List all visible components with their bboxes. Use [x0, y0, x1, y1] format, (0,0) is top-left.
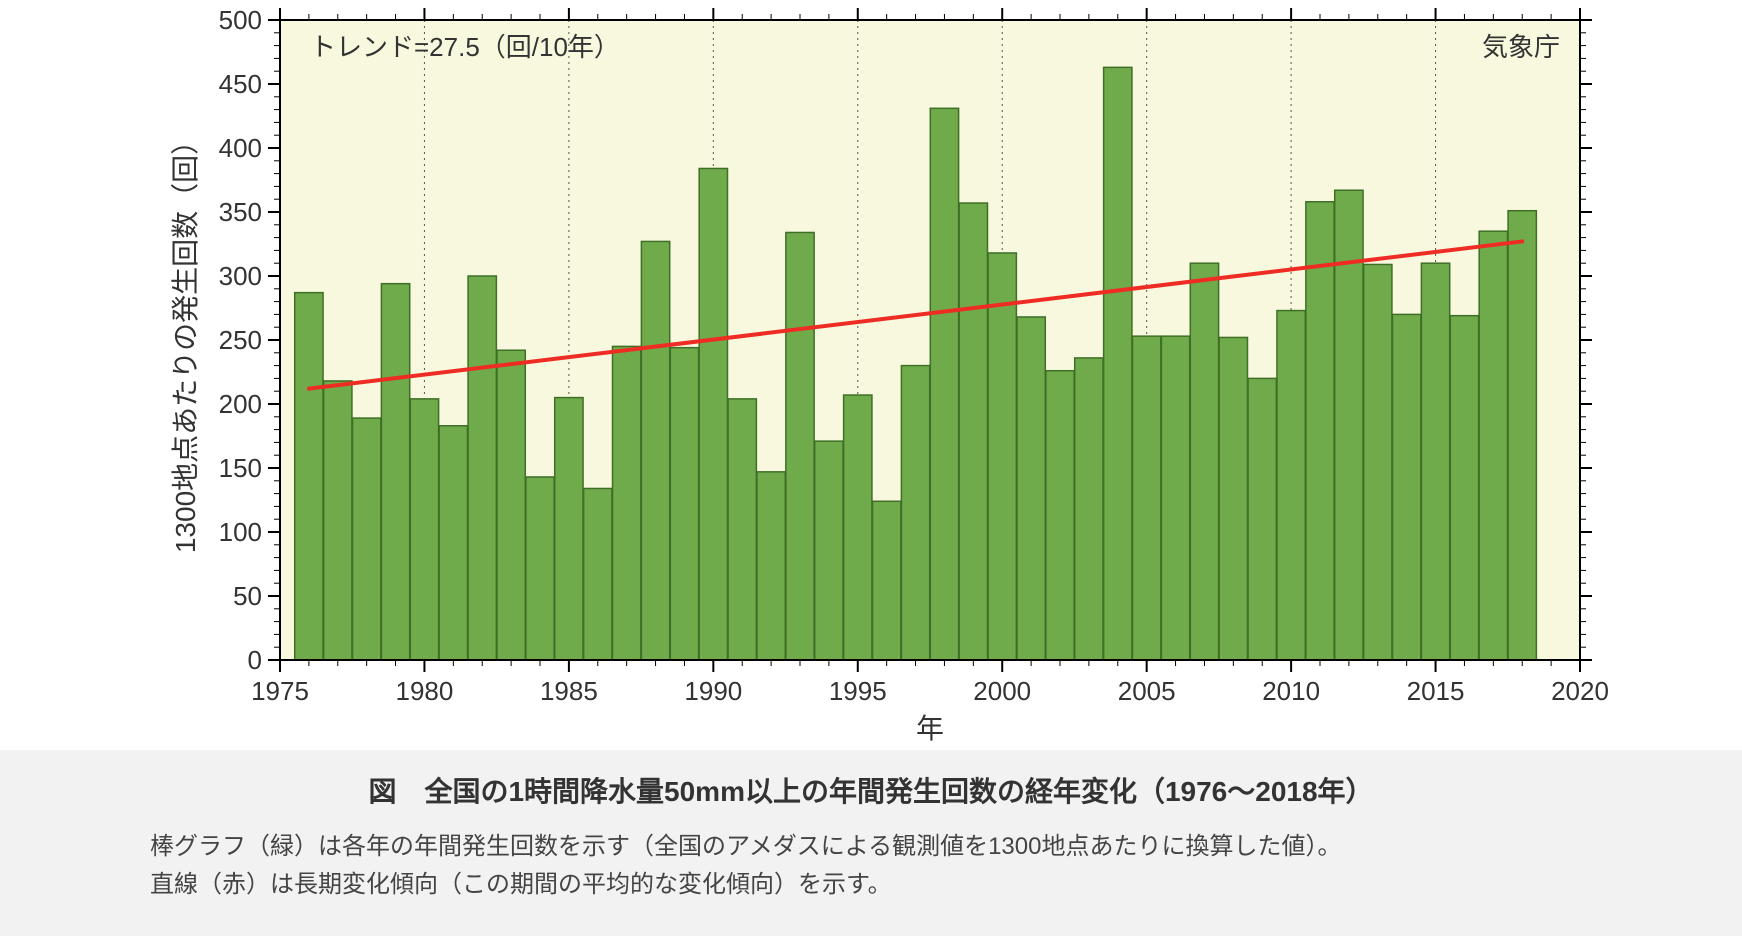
x-tick-label: 2005 — [1118, 676, 1176, 706]
x-tick-label: 1985 — [540, 676, 598, 706]
y-tick-label: 150 — [219, 453, 262, 483]
bar — [439, 426, 467, 660]
bar — [324, 381, 352, 660]
bar — [699, 168, 727, 660]
bar — [1508, 211, 1536, 660]
x-axis-label: 年 — [916, 713, 944, 744]
y-tick-label: 450 — [219, 69, 262, 99]
bar — [728, 399, 756, 660]
bar — [670, 348, 698, 660]
x-tick-label: 2010 — [1262, 676, 1320, 706]
caption-title: 図 全国の1時間降水量50mm以上の年間発生回数の経年変化（1976〜2018年… — [150, 770, 1592, 810]
y-tick-label: 250 — [219, 325, 262, 355]
caption-line-1: 棒グラフ（緑）は各年の年間発生回数を示す（全国のアメダスによる観測値を1300地… — [150, 828, 1592, 866]
bar — [1017, 317, 1045, 660]
bar — [584, 488, 612, 660]
bar — [1075, 358, 1103, 660]
bar — [844, 395, 872, 660]
caption-line-2: 直線（赤）は長期変化傾向（この期間の平均的な変化傾向）を示す。 — [150, 866, 1592, 904]
bar — [1479, 231, 1507, 660]
bar — [959, 203, 987, 660]
bar — [381, 284, 409, 660]
y-axis-label: 1300地点あたりの発生回数（回） — [170, 127, 201, 553]
x-tick-label: 1990 — [684, 676, 742, 706]
bar — [641, 241, 669, 660]
bar — [468, 276, 496, 660]
chart-area: 0 50 100 150 200 250 300 350 400 450 500 1975 1980 19… — [0, 0, 1742, 750]
x-tick-label: 2000 — [973, 676, 1031, 706]
bar — [1421, 263, 1449, 660]
bar — [410, 399, 438, 660]
bar — [901, 366, 929, 660]
bar — [930, 108, 958, 660]
bar — [1104, 67, 1132, 660]
x-tick-label: 1975 — [251, 676, 309, 706]
bar — [988, 253, 1016, 660]
bar — [1133, 336, 1161, 660]
bar — [1219, 337, 1247, 660]
annotation-trend: トレンド=27.5（回/10年） — [310, 32, 620, 62]
bar — [613, 346, 641, 660]
bar — [1306, 202, 1334, 660]
page: 0 50 100 150 200 250 300 350 400 450 500 1975 1980 19… — [0, 0, 1742, 936]
y-tick-label: 50 — [233, 581, 262, 611]
y-tick-label: 500 — [219, 5, 262, 35]
bar — [1450, 316, 1478, 660]
bar — [1393, 314, 1421, 660]
y-tick-label: 100 — [219, 517, 262, 547]
bar — [1248, 378, 1276, 660]
x-tick-label: 2015 — [1407, 676, 1465, 706]
bar — [1161, 336, 1189, 660]
bar — [555, 398, 583, 660]
bar — [786, 232, 814, 660]
bar — [873, 501, 901, 660]
bar — [815, 441, 843, 660]
annotation-source: 気象庁 — [1482, 32, 1560, 62]
bar — [295, 293, 323, 660]
bar — [1364, 264, 1392, 660]
caption-block: 図 全国の1時間降水量50mm以上の年間発生回数の経年変化（1976〜2018年… — [0, 750, 1742, 936]
bar — [353, 418, 381, 660]
bar — [1046, 371, 1074, 660]
y-tick-label: 0 — [248, 645, 262, 675]
y-tick-label: 400 — [219, 133, 262, 163]
x-tick-label: 1980 — [396, 676, 454, 706]
bar — [526, 477, 554, 660]
x-tick-label: 1995 — [829, 676, 887, 706]
x-tick-label: 2020 — [1551, 676, 1609, 706]
y-tick-label: 200 — [219, 389, 262, 419]
y-tick-label: 300 — [219, 261, 262, 291]
bar — [1190, 263, 1218, 660]
bar — [497, 350, 525, 660]
bar — [1277, 311, 1305, 660]
chart-svg: 0 50 100 150 200 250 300 350 400 450 500 1975 1980 19… — [0, 0, 1742, 750]
bar — [757, 472, 785, 660]
y-tick-label: 350 — [219, 197, 262, 227]
